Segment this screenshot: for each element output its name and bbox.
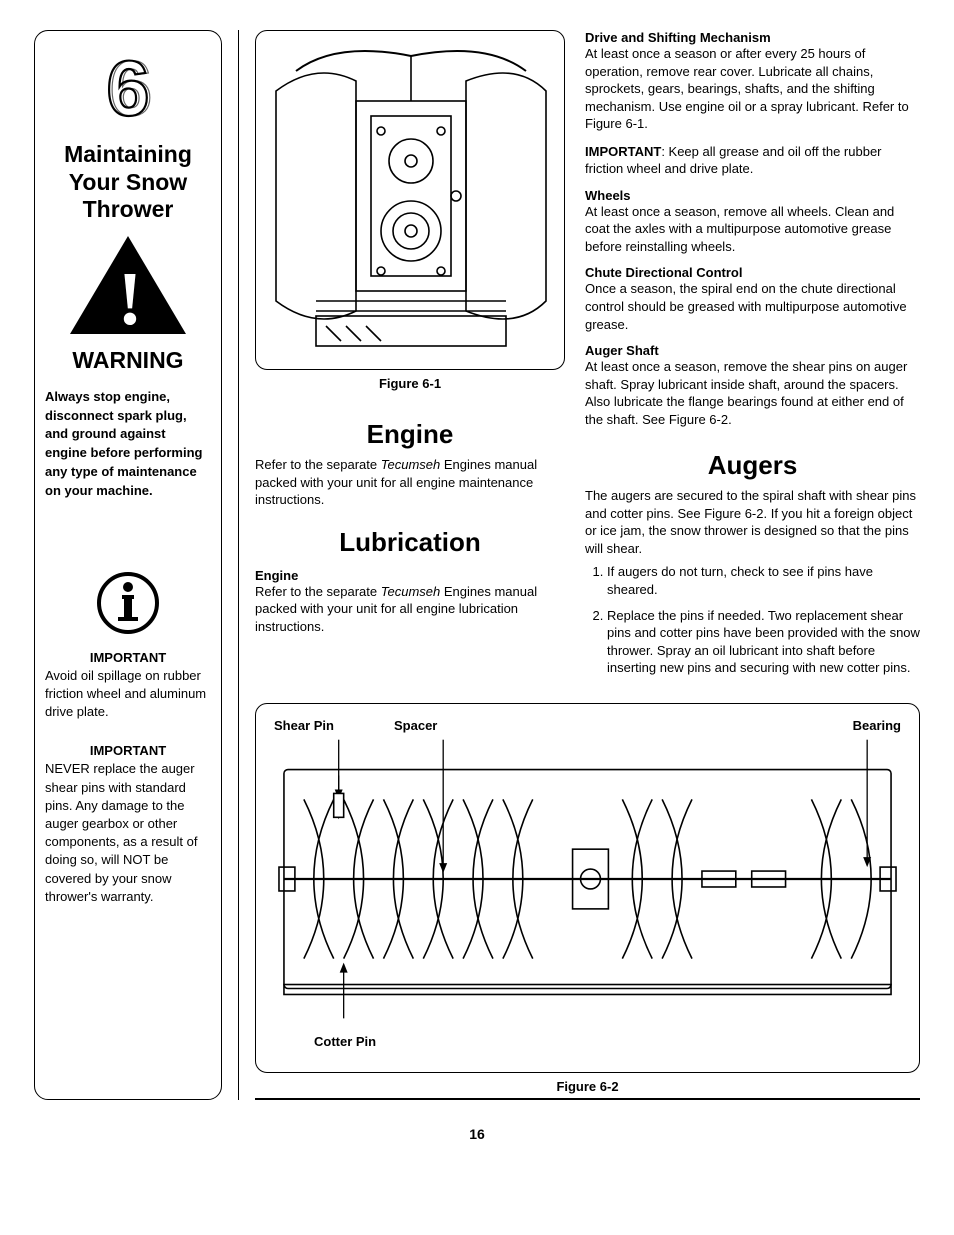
chute-body: Once a season, the spiral end on the chu… — [585, 280, 920, 333]
lub-body-pre: Refer to the separate — [255, 584, 381, 599]
augers-section-heading: Augers — [585, 450, 920, 481]
important1-body: Avoid oil spillage on rubber friction wh… — [45, 667, 211, 722]
left-column: Figure 6-1 Engine Refer to the separate … — [255, 30, 565, 685]
page: 6 6 Maintaining Your Snow Thrower ! WARN… — [0, 0, 954, 1120]
chapter-number-icon: 6 6 — [45, 45, 211, 135]
label-spacer: Spacer — [394, 718, 514, 733]
warning-text: Always stop engine, disconnect spark plu… — [45, 388, 211, 501]
lub-body-em: Tecumseh — [381, 584, 441, 599]
warning-heading: WARNING — [45, 347, 211, 374]
engine-section-heading: Engine — [255, 419, 565, 450]
auger-shaft-body: At least once a season, remove the shear… — [585, 358, 920, 428]
top-row: Figure 6-1 Engine Refer to the separate … — [255, 30, 920, 685]
drive-heading: Drive and Shifting Mechanism — [585, 30, 920, 45]
svg-text:!: ! — [117, 257, 142, 338]
drive-important-label: IMPORTANT — [585, 144, 661, 159]
important2-body: NEVER replace the auger shear pins with … — [45, 760, 211, 906]
label-bearing: Bearing — [853, 718, 901, 733]
auger-shaft-heading: Auger Shaft — [585, 343, 920, 358]
wheels-body: At least once a season, remove all wheel… — [585, 203, 920, 256]
figure-6-1-caption: Figure 6-1 — [255, 376, 565, 391]
bottom-rule — [255, 1098, 920, 1100]
important1-heading: IMPORTANT — [45, 650, 211, 665]
main-content: Figure 6-1 Engine Refer to the separate … — [238, 30, 920, 1100]
figure-6-2-top-labels: Shear Pin Spacer Bearing — [274, 718, 901, 733]
lubrication-body: Refer to the separate Tecumseh Engines m… — [255, 583, 565, 636]
lubrication-sub-heading: Engine — [255, 568, 565, 583]
chapter-title-l3: Thrower — [83, 196, 174, 222]
figure-6-2-caption: Figure 6-2 — [255, 1079, 920, 1094]
label-shear-pin: Shear Pin — [274, 718, 394, 733]
engine-body: Refer to the separate Tecumseh Engines m… — [255, 456, 565, 509]
augers-list: If augers do not turn, check to see if p… — [585, 563, 920, 676]
important2-heading: IMPORTANT — [45, 743, 211, 758]
engine-body-em: Tecumseh — [381, 457, 441, 472]
chapter-title-l1: Maintaining — [64, 141, 192, 167]
info-icon — [45, 571, 211, 640]
warning-triangle-icon: ! — [45, 234, 211, 343]
figure-6-2-wrap: Shear Pin Spacer Bearing — [255, 703, 920, 1094]
svg-text:6: 6 — [109, 45, 152, 132]
chute-heading: Chute Directional Control — [585, 265, 920, 280]
engine-body-pre: Refer to the separate — [255, 457, 381, 472]
lubrication-section-heading: Lubrication — [255, 527, 565, 558]
drive-body: At least once a season or after every 25… — [585, 45, 920, 133]
sidebar-panel: 6 6 Maintaining Your Snow Thrower ! WARN… — [34, 30, 222, 1100]
page-number: 16 — [0, 1126, 954, 1154]
label-cotter-pin: Cotter Pin — [314, 1034, 901, 1049]
right-column: Drive and Shifting Mechanism At least on… — [585, 30, 920, 685]
augers-list-item-1: If augers do not turn, check to see if p… — [607, 563, 920, 598]
augers-intro: The augers are secured to the spiral sha… — [585, 487, 920, 557]
figure-6-1-box — [255, 30, 565, 370]
chapter-title-l2: Your Snow — [69, 169, 187, 195]
figure-6-1-illustration — [256, 31, 565, 370]
drive-important: IMPORTANT: Keep all grease and oil off t… — [585, 143, 920, 178]
figure-6-2-box: Shear Pin Spacer Bearing — [255, 703, 920, 1073]
augers-list-item-2: Replace the pins if needed. Two replacem… — [607, 607, 920, 677]
figure-6-2-illustration — [274, 739, 901, 1029]
wheels-heading: Wheels — [585, 188, 920, 203]
chapter-title: Maintaining Your Snow Thrower — [45, 141, 211, 224]
